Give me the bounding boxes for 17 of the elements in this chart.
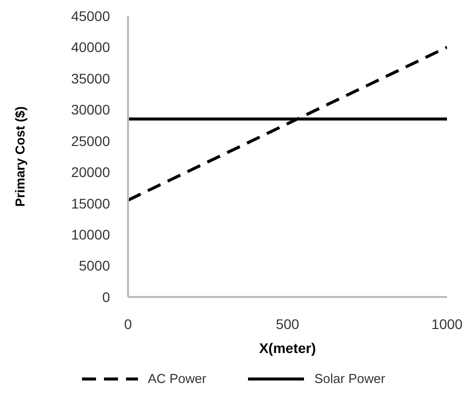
x-tick-label: 1000 [431,316,463,332]
legend-label: AC Power [146,371,206,386]
y-tick-label: 40000 [71,39,110,56]
y-tick-label: 0 [102,288,110,305]
x-axis-title: X(meter) [259,340,316,356]
y-tick-label: 15000 [71,195,110,212]
y-tick-label: 25000 [71,132,110,149]
x-tick-label: 500 [276,316,300,332]
y-tick-label: 20000 [71,164,110,180]
y-tick-label: 35000 [71,70,110,86]
x-tick-label: 0 [124,316,132,332]
y-tick-label: 5000 [78,258,110,274]
y-tick-label: 45000 [71,8,110,24]
y-tick-label: 10000 [71,226,110,243]
y-tick-label: 30000 [71,102,110,118]
legend-label: Solar Power [313,371,386,386]
y-axis-title: Primary Cost ($) [12,106,28,207]
